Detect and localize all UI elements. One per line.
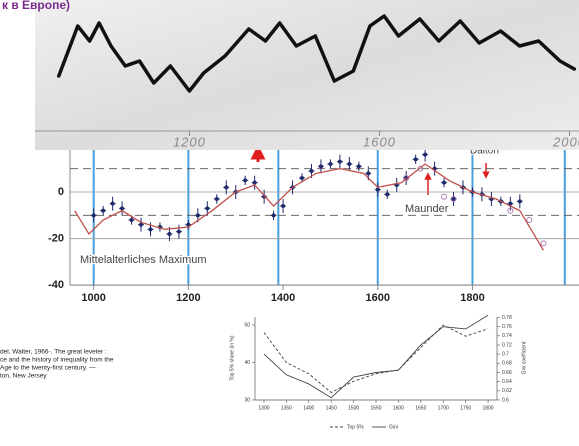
point bbox=[205, 206, 210, 211]
point bbox=[129, 218, 134, 222]
annotation: Maunder bbox=[405, 203, 449, 215]
point bbox=[214, 197, 219, 201]
point bbox=[224, 185, 229, 190]
point bbox=[243, 178, 248, 183]
point bbox=[300, 176, 305, 180]
point bbox=[252, 180, 257, 185]
point bbox=[403, 175, 410, 181]
y2-tick-label: 0.68 bbox=[502, 361, 512, 367]
x-tick-label: 1300 bbox=[258, 405, 269, 411]
point bbox=[110, 201, 115, 206]
scan-background bbox=[35, 0, 579, 150]
inequality-chart: 30 40 50 0.6 0.62 0.64 0.66 0.68 0.7 0.72 0.74 0.76… bbox=[229, 314, 527, 430]
y-axis-title: Top 5% share (in %) bbox=[229, 335, 235, 380]
point bbox=[309, 169, 314, 173]
x-tick-label: 1200 bbox=[176, 292, 200, 304]
y2-tick-label: 0.6 bbox=[502, 397, 509, 403]
line bbox=[263, 324, 489, 394]
point bbox=[507, 207, 514, 214]
x-tick-label: 1600 bbox=[363, 134, 396, 149]
x-tick-label: 1550 bbox=[370, 405, 381, 411]
y2-tick-label: 0.62 bbox=[502, 388, 512, 394]
point bbox=[375, 187, 380, 192]
x-tick-label: 1450 bbox=[326, 405, 337, 411]
legend-label: Top 5% bbox=[347, 424, 364, 430]
point bbox=[195, 213, 200, 218]
y-tick-label: -40 bbox=[48, 279, 64, 291]
citation-line: ton, New Jersey bbox=[0, 373, 47, 380]
x-tick-label: 1500 bbox=[348, 405, 359, 411]
x-tick-label: 1400 bbox=[271, 292, 295, 304]
point bbox=[442, 180, 447, 185]
y2-tick-label: 0.72 bbox=[502, 342, 512, 348]
y2-tick-label: 0.78 bbox=[502, 315, 512, 321]
trend-line bbox=[74, 163, 545, 251]
x-tick-label: 1800 bbox=[482, 405, 493, 411]
point bbox=[347, 162, 352, 166]
point bbox=[413, 157, 418, 162]
x-tick-label: 1350 bbox=[281, 405, 292, 411]
point bbox=[441, 193, 448, 200]
y2-tick-label: 0.76 bbox=[502, 324, 512, 330]
legend-label: Gini bbox=[389, 424, 398, 430]
x-tick-label: 2000 bbox=[552, 134, 579, 149]
point bbox=[281, 204, 286, 208]
point bbox=[540, 240, 547, 247]
point bbox=[139, 222, 144, 227]
annotation: Mittelalterliches Maximum bbox=[80, 254, 207, 266]
x-tick-label: 1000 bbox=[81, 292, 105, 304]
citation-line: ce and the history of inequality from th… bbox=[0, 357, 114, 364]
point bbox=[356, 164, 361, 169]
x-tick-label: 1750 bbox=[460, 405, 471, 411]
y-tick-label: 40 bbox=[244, 360, 250, 366]
point bbox=[423, 152, 428, 157]
line bbox=[57, 14, 576, 93]
point bbox=[271, 213, 276, 218]
citation: del, Walter, 1966-. The great leveler : … bbox=[0, 349, 114, 380]
point bbox=[450, 196, 457, 202]
y2-tick-label: 0.7 bbox=[502, 351, 509, 357]
point bbox=[91, 213, 96, 218]
point bbox=[120, 206, 125, 211]
point bbox=[508, 201, 513, 206]
line bbox=[263, 314, 489, 399]
y2-tick-label: 0.74 bbox=[502, 333, 512, 339]
x-tick-label: 1650 bbox=[415, 405, 426, 411]
y2-axis-title: Gini coefficient bbox=[521, 341, 527, 374]
point bbox=[337, 159, 342, 164]
heading: к в Европе) bbox=[2, 0, 70, 12]
citation-line: Age to the twenty-first century. — bbox=[0, 365, 96, 372]
point bbox=[366, 171, 371, 176]
y-tick-label: 30 bbox=[244, 397, 250, 403]
solar-chart: 0 -20 -40 1000 1200 1400 1600 1800 Mittelalterli… bbox=[48, 144, 579, 304]
y2-tick-label: 0.66 bbox=[502, 370, 512, 376]
x-tick-label: 1700 bbox=[438, 405, 449, 411]
citation-line: del, Walter, 1966-. The great leveler : bbox=[0, 349, 107, 356]
y2-tick-label: 0.64 bbox=[502, 379, 512, 385]
x-tick-label: 1200 bbox=[173, 134, 206, 149]
point bbox=[167, 232, 172, 236]
point bbox=[517, 199, 522, 204]
point bbox=[385, 192, 390, 197]
point bbox=[176, 229, 181, 234]
point bbox=[526, 217, 533, 223]
x-tick-label: 1600 bbox=[366, 292, 390, 304]
scan-chart: 1200 1600 2000 bbox=[35, 0, 579, 150]
x-tick-label: 1600 bbox=[393, 405, 404, 411]
point bbox=[417, 165, 424, 172]
y-tick-label: 50 bbox=[244, 322, 250, 328]
point bbox=[148, 227, 153, 232]
x-tick-label: 1800 bbox=[460, 292, 484, 304]
point bbox=[328, 162, 333, 166]
point bbox=[451, 197, 456, 201]
point bbox=[101, 208, 106, 213]
y-tick-label: -20 bbox=[48, 233, 64, 245]
point bbox=[318, 164, 323, 169]
x-tick-label: 1400 bbox=[303, 405, 314, 411]
y-tick-label: 0 bbox=[58, 186, 64, 198]
